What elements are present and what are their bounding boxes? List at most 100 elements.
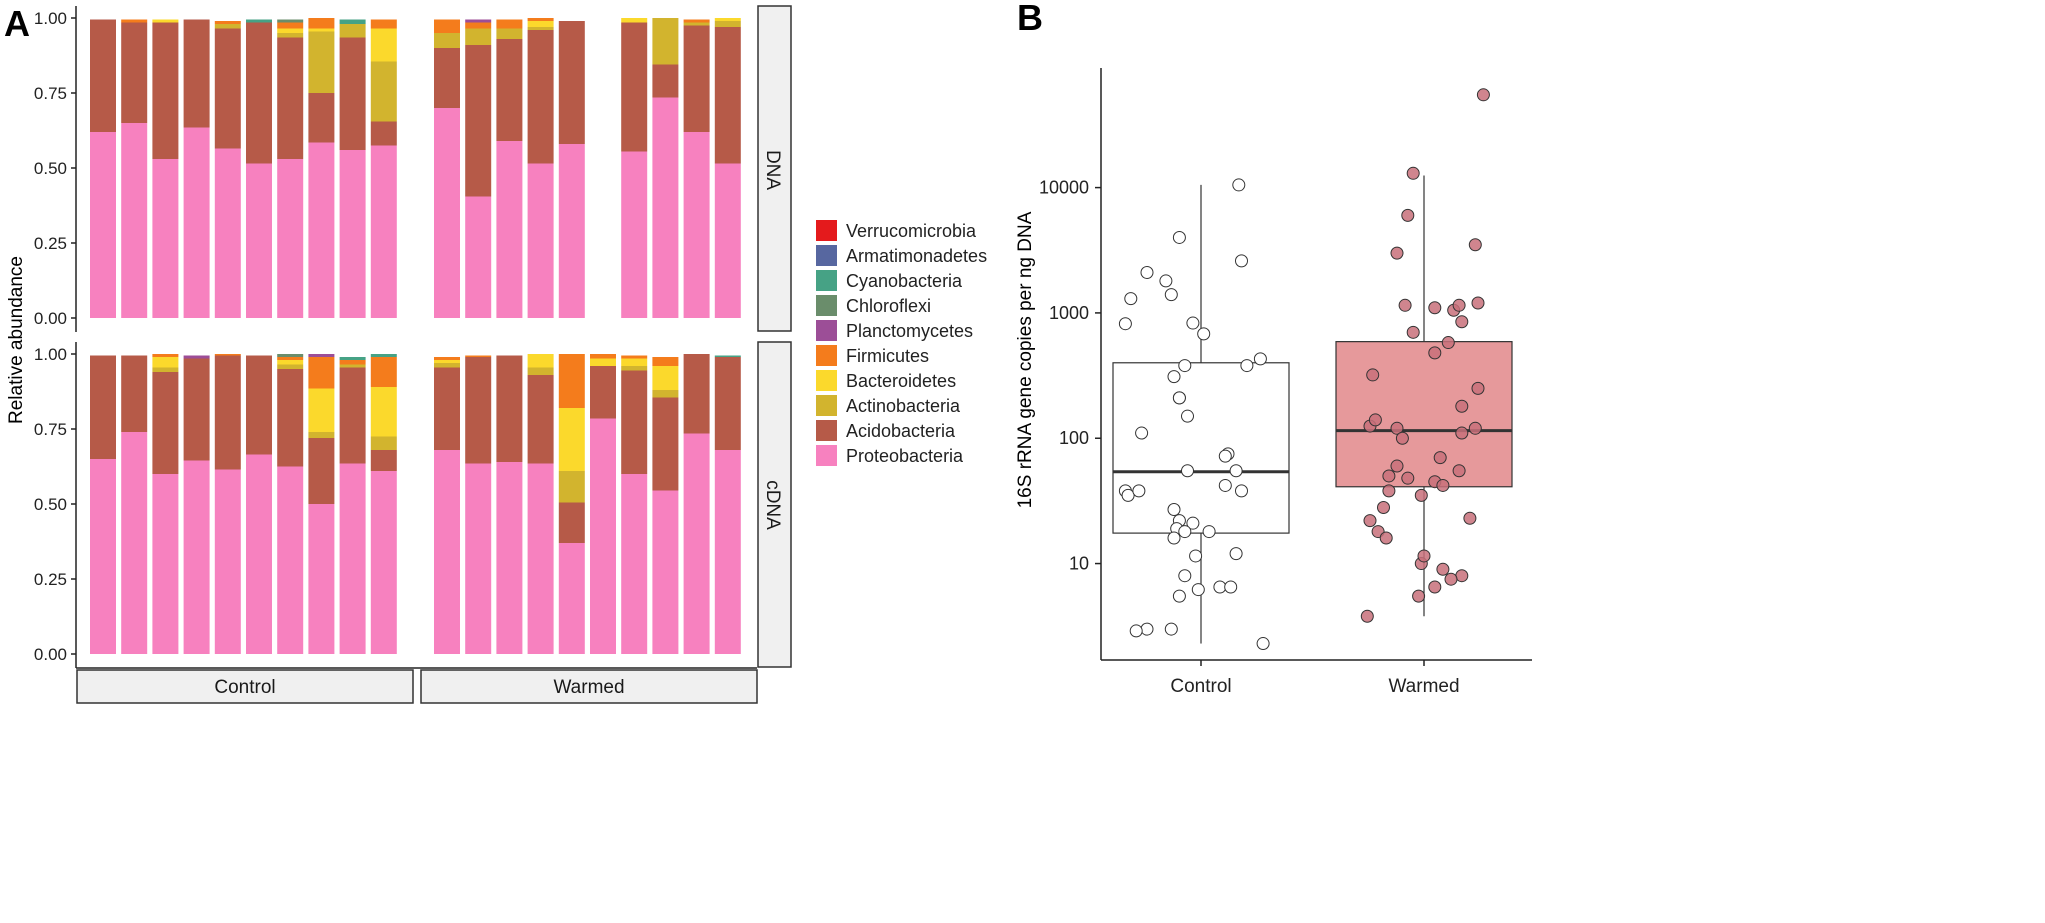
bar-segment-proteobacteria <box>121 123 148 318</box>
bar-segment-firmicutes <box>277 357 304 360</box>
bar-segment-acidobacteria <box>214 355 241 470</box>
x-tick-label: Warmed <box>1388 676 1459 697</box>
point-warmed <box>1368 413 1382 427</box>
bar-segment-actinobacteria <box>152 367 179 372</box>
bar-segment-proteobacteria <box>90 459 116 654</box>
bar-segment-proteobacteria <box>214 469 241 654</box>
bar-segment-actinobacteria <box>339 24 366 38</box>
bar-segment-bacteroidetes <box>621 18 648 23</box>
legend-swatch-verrucomicrobia <box>816 220 837 241</box>
point-control <box>1118 317 1132 331</box>
bar-segment-acidobacteria <box>308 93 335 143</box>
y-tick-label: 0.50 <box>34 159 67 178</box>
bar-segment-acidobacteria <box>465 357 492 464</box>
point-control <box>1218 449 1232 463</box>
bar-segment-cyanobacteria <box>339 19 366 24</box>
point-control <box>1181 409 1194 423</box>
bar-segment-acidobacteria <box>652 64 679 98</box>
box-warmed <box>1335 341 1513 488</box>
bar-segment-proteobacteria <box>246 163 272 318</box>
point-control <box>1232 178 1246 192</box>
point-warmed <box>1406 325 1420 339</box>
strip-dna: DNA <box>762 150 783 190</box>
point-control <box>1202 525 1216 539</box>
bar-segment-firmicutes <box>308 18 335 29</box>
bar-segment-proteobacteria <box>683 433 710 654</box>
y-tick-label: 10 <box>1069 554 1089 574</box>
bar-segment-acidobacteria <box>434 48 460 108</box>
legend-swatch-planctomycetes <box>816 320 837 341</box>
bar-segment-actinobacteria <box>339 364 366 368</box>
y-tick-label: 0.25 <box>34 234 67 253</box>
point-warmed <box>1390 246 1404 260</box>
bar-segment-chloroflexi <box>277 19 304 23</box>
bar-segment-cyanobacteria <box>714 355 741 357</box>
strip-cdna-box <box>757 341 792 668</box>
bar-segment-acidobacteria <box>339 367 366 464</box>
point-warmed <box>1390 421 1404 435</box>
bar-segment-firmicutes <box>214 21 241 24</box>
point-control <box>1240 359 1254 373</box>
bar-segment-firmicutes <box>683 19 710 23</box>
bar-segment-acidobacteria <box>277 37 304 159</box>
point-control <box>1256 637 1270 651</box>
point-warmed <box>1366 368 1380 382</box>
bar-segment-acidobacteria <box>652 397 679 491</box>
bar-segment-actinobacteria <box>308 31 335 93</box>
legend-label-actinobacteria: Actinobacteria <box>846 396 961 416</box>
point-warmed <box>1414 488 1428 502</box>
point-warmed <box>1452 298 1466 312</box>
y-tick-label: 0.25 <box>34 570 67 589</box>
point-warmed <box>1412 589 1426 603</box>
legend-label-cyanobacteria: Cyanobacteria <box>846 271 963 291</box>
point-warmed <box>1398 298 1412 312</box>
bar-segment-actinobacteria <box>214 24 241 29</box>
bar-segment-actinobacteria <box>434 33 460 48</box>
bar-segment-firmicutes <box>465 22 492 29</box>
bar-segment-bacteroidetes <box>434 360 460 363</box>
bar-segment-acidobacteria <box>246 355 272 455</box>
bar-segment-bacteroidetes <box>308 388 335 432</box>
legend-label-chloroflexi: Chloroflexi <box>846 296 931 316</box>
bar-segment-proteobacteria <box>214 148 241 318</box>
y-tick-label: 0.50 <box>34 495 67 514</box>
legend-swatch-bacteroidetes <box>816 370 837 391</box>
point-warmed <box>1406 166 1420 180</box>
bar-segment-acidobacteria <box>246 22 272 164</box>
bar-segment-proteobacteria <box>434 108 460 318</box>
point-control <box>1132 484 1146 498</box>
point-control <box>1140 266 1154 280</box>
bar-segment-proteobacteria <box>183 460 210 654</box>
point-control <box>1124 292 1138 306</box>
point-warmed <box>1428 580 1442 594</box>
bar-segment-actinobacteria <box>465 28 492 45</box>
bar-segment-acidobacteria <box>183 19 210 128</box>
bar-segment-proteobacteria <box>496 141 523 318</box>
point-warmed <box>1379 531 1393 545</box>
bar-segment-bacteroidetes <box>527 354 554 368</box>
bar-segment-bacteroidetes <box>277 28 304 33</box>
bar-segment-firmicutes <box>652 357 679 366</box>
bar-segment-acidobacteria <box>152 372 179 474</box>
bar-segment-acidobacteria <box>590 366 616 419</box>
point-control <box>1135 426 1149 440</box>
point-warmed <box>1428 346 1442 360</box>
bar-segment-firmicutes <box>434 357 460 360</box>
y-tick-label: 0.75 <box>34 84 67 103</box>
bar-segment-acidobacteria <box>152 22 179 159</box>
bar-segment-proteobacteria <box>277 159 304 318</box>
point-control <box>1167 502 1181 516</box>
bar-segment-bacteroidetes <box>370 387 397 437</box>
bar-segment-proteobacteria <box>339 150 366 318</box>
legend-swatch-cyanobacteria <box>816 270 837 291</box>
bar-segment-proteobacteria <box>434 450 460 654</box>
bar-segment-acidobacteria <box>90 355 116 459</box>
bar-segment-acidobacteria <box>121 22 148 123</box>
y-tick-label: 10000 <box>1039 178 1089 198</box>
y-tick-label: 1.00 <box>34 9 67 28</box>
strip-dna-box <box>757 5 792 332</box>
point-warmed <box>1360 609 1374 623</box>
legend-swatch-chloroflexi <box>816 295 837 316</box>
bars-layer <box>90 18 741 654</box>
